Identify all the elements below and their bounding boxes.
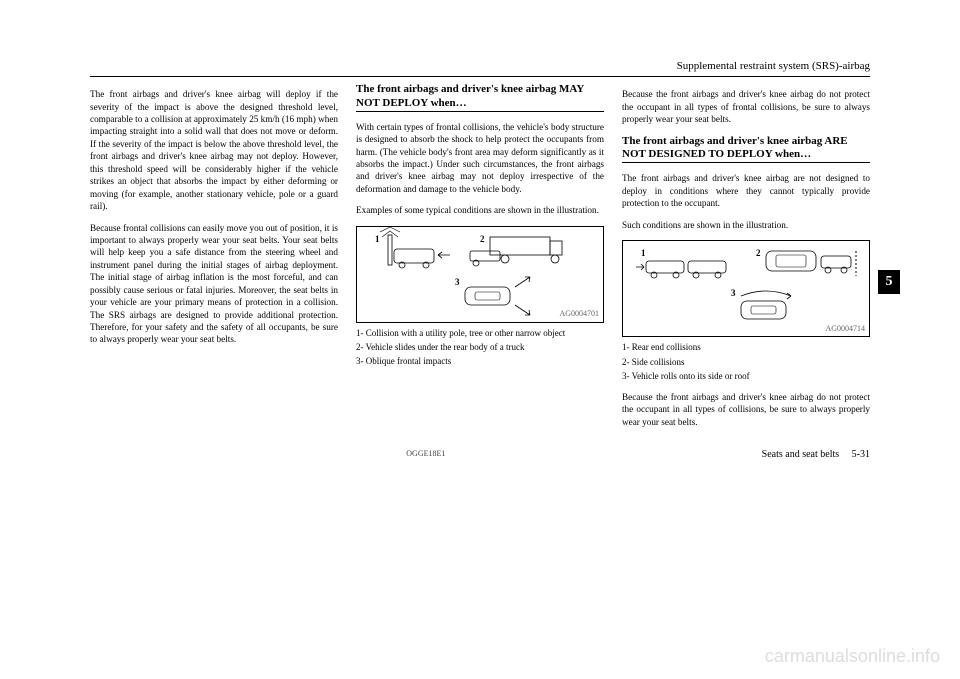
col1-para1: The front airbags and driver's knee airb… [90,88,338,212]
col3-caption1: 1- Rear end collisions [622,341,870,353]
col3-figure: 1 2 3 [622,240,870,337]
footer-section-name: Seats and seat belts [762,449,839,460]
content-columns: The front airbags and driver's knee airb… [90,79,870,437]
fig-num-3: 3 [455,277,460,287]
col3-fig-code: AG0004714 [825,324,865,335]
fig2-num-3: 3 [731,288,736,298]
footer: OGGE18E1 Seats and seat belts 5-31 [90,449,870,460]
col3-para4: Because the front airbags and driver's k… [622,391,870,428]
col2-caption1: 1- Collision with a utility pole, tree o… [356,327,604,339]
col1-para2: Because frontal collisions can easily mo… [90,222,338,346]
column-2: The front airbags and driver's knee airb… [356,79,604,437]
fig-num-1: 1 [375,234,380,244]
col3-figure-svg: 1 2 3 [623,241,869,336]
footer-page-number: 5-31 [852,449,870,460]
column-3: Because the front airbags and driver's k… [622,79,870,437]
col3-para3: Such conditions are shown in the illustr… [622,219,870,231]
col3-para2: The front airbags and driver's knee airb… [622,172,870,209]
col2-heading1: The front airbags and driver's knee airb… [356,83,604,112]
column-1: The front airbags and driver's knee airb… [90,79,338,437]
col2-figure: 1 2 3 [356,226,604,323]
fig-num-2: 2 [480,234,485,244]
col3-caption3: 3- Vehicle rolls onto its side or roof [622,370,870,382]
footer-doc-code: OGGE18E1 [406,449,445,460]
page-container: Supplemental restraint system (SRS)-airb… [0,0,960,500]
header-section-title: Supplemental restraint system (SRS)-airb… [90,60,870,72]
footer-right: Seats and seat belts 5-31 [762,449,870,460]
watermark: carmanualsonline.info [765,646,940,667]
col3-para1: Because the front airbags and driver's k… [622,88,870,125]
fig2-num-1: 1 [641,248,646,258]
col2-figure-svg: 1 2 3 [357,227,603,322]
col2-caption3: 3- Oblique frontal impacts [356,355,604,367]
col2-caption2: 2- Vehicle slides under the rear body of… [356,341,604,353]
col2-para2: Examples of some typical conditions are … [356,204,604,216]
chapter-tab: 5 [878,270,900,294]
header-rule [90,76,870,77]
col3-heading1: The front airbags and driver's knee airb… [622,135,870,164]
fig2-num-2: 2 [756,248,761,258]
col3-caption2: 2- Side collisions [622,356,870,368]
col2-para1: With certain types of frontal collisions… [356,121,604,196]
col2-fig-code: AG0004701 [559,309,599,320]
